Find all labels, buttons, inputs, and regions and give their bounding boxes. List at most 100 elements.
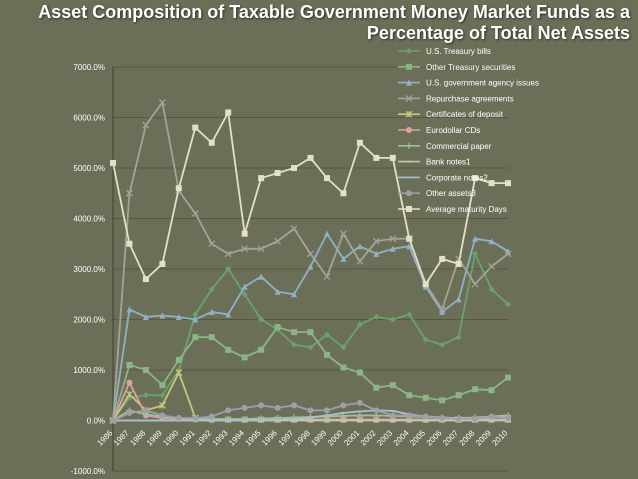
data-point (307, 250, 314, 258)
data-point (323, 175, 330, 182)
legend-label: Commercial paper (426, 142, 492, 151)
x-tick-label: 2008 (458, 428, 477, 447)
data-point (142, 313, 149, 320)
chart-title-line-2: Percentage of Total Net Assets (366, 23, 630, 43)
data-point (225, 407, 232, 414)
data-point (356, 243, 363, 250)
data-point (159, 392, 166, 399)
series-2 (110, 230, 511, 424)
data-point (159, 260, 166, 267)
y-tick-label: 4000.0% (73, 215, 105, 224)
data-point (389, 316, 396, 323)
legend-entry: Other assets3 (398, 189, 476, 198)
data-point (356, 412, 363, 419)
chart-title-line-1: Asset Composition of Taxable Government … (38, 2, 630, 22)
data-point (258, 402, 265, 409)
legend-label: Repurchase agreements (426, 94, 514, 103)
data-point (488, 180, 495, 187)
x-tick-label: 1987 (112, 428, 131, 447)
legend-swatch-marker (406, 127, 412, 133)
data-point (422, 336, 429, 343)
series-line (112, 111, 508, 286)
y-tick-label: 3000.0% (73, 265, 105, 274)
legend-label: Eurodollar CDs (426, 126, 480, 135)
data-point (488, 286, 495, 293)
legend-entry: Certificates of deposit (398, 110, 504, 119)
data-point (110, 159, 116, 166)
data-point (241, 245, 249, 253)
data-point (126, 361, 133, 368)
legend: U.S. Treasury bills Other Treasury securi… (398, 47, 539, 214)
data-point (208, 334, 215, 341)
legend-label: U.S. Treasury bills (426, 47, 491, 56)
data-point (504, 250, 512, 258)
legend-entry: Bank notes1 (398, 158, 471, 167)
data-point (372, 237, 380, 245)
data-point (356, 399, 363, 406)
y-tick-label: 1000.0% (73, 366, 105, 375)
data-point (323, 351, 330, 358)
x-tick-label: 2002 (359, 428, 378, 447)
x-tick-label: 2000 (326, 428, 345, 447)
x-axis: 1986198719881989199019911992199319941995… (95, 420, 510, 447)
x-tick-label: 1994 (227, 428, 246, 447)
data-point (258, 346, 265, 353)
data-point (175, 313, 182, 320)
data-point (291, 341, 298, 348)
data-point (373, 412, 380, 419)
series-1 (110, 324, 511, 424)
data-point (505, 374, 511, 381)
legend-swatch-marker (406, 142, 412, 149)
x-tick-label: 2005 (408, 428, 427, 447)
data-point (208, 240, 216, 248)
data-point (439, 414, 446, 421)
data-point (291, 291, 298, 298)
data-point (439, 397, 446, 404)
data-point (488, 238, 495, 245)
data-point (274, 324, 281, 331)
data-point (274, 237, 282, 245)
data-point (125, 189, 133, 197)
data-point (373, 154, 380, 161)
data-point (291, 329, 298, 336)
data-point (241, 230, 248, 237)
x-tick-label: 1993 (211, 428, 230, 447)
data-point (488, 413, 495, 420)
data-point (208, 413, 215, 420)
data-point (110, 417, 116, 424)
data-point (488, 387, 495, 394)
data-point (439, 308, 446, 315)
legend-swatch-marker (405, 94, 413, 102)
data-point (225, 109, 232, 116)
x-tick-label: 1999 (309, 428, 328, 447)
data-point (126, 390, 133, 398)
data-point (455, 415, 462, 422)
data-point (274, 288, 281, 295)
x-tick-label: 2001 (342, 428, 361, 447)
data-point (389, 412, 396, 419)
data-point (241, 354, 248, 361)
y-tick-label: 0.0% (87, 417, 105, 426)
legend-entry: Repurchase agreements (398, 94, 514, 103)
data-point (323, 331, 330, 338)
x-tick-label: 1995 (244, 428, 263, 447)
data-point (208, 286, 215, 293)
data-point (258, 175, 265, 182)
data-point (488, 263, 496, 270)
data-point (142, 407, 149, 414)
data-point (175, 185, 182, 192)
x-tick-label: 2007 (441, 428, 460, 447)
series-9 (110, 399, 511, 424)
data-point (472, 386, 479, 393)
x-tick-label: 1992 (194, 428, 213, 447)
x-tick-label: 2009 (474, 428, 493, 447)
series-lines (109, 98, 512, 424)
legend-swatch-marker (406, 48, 412, 54)
data-point (158, 98, 166, 106)
data-point (455, 260, 462, 267)
x-tick-label: 1986 (95, 428, 114, 447)
data-point (323, 407, 330, 414)
data-point (225, 311, 232, 318)
